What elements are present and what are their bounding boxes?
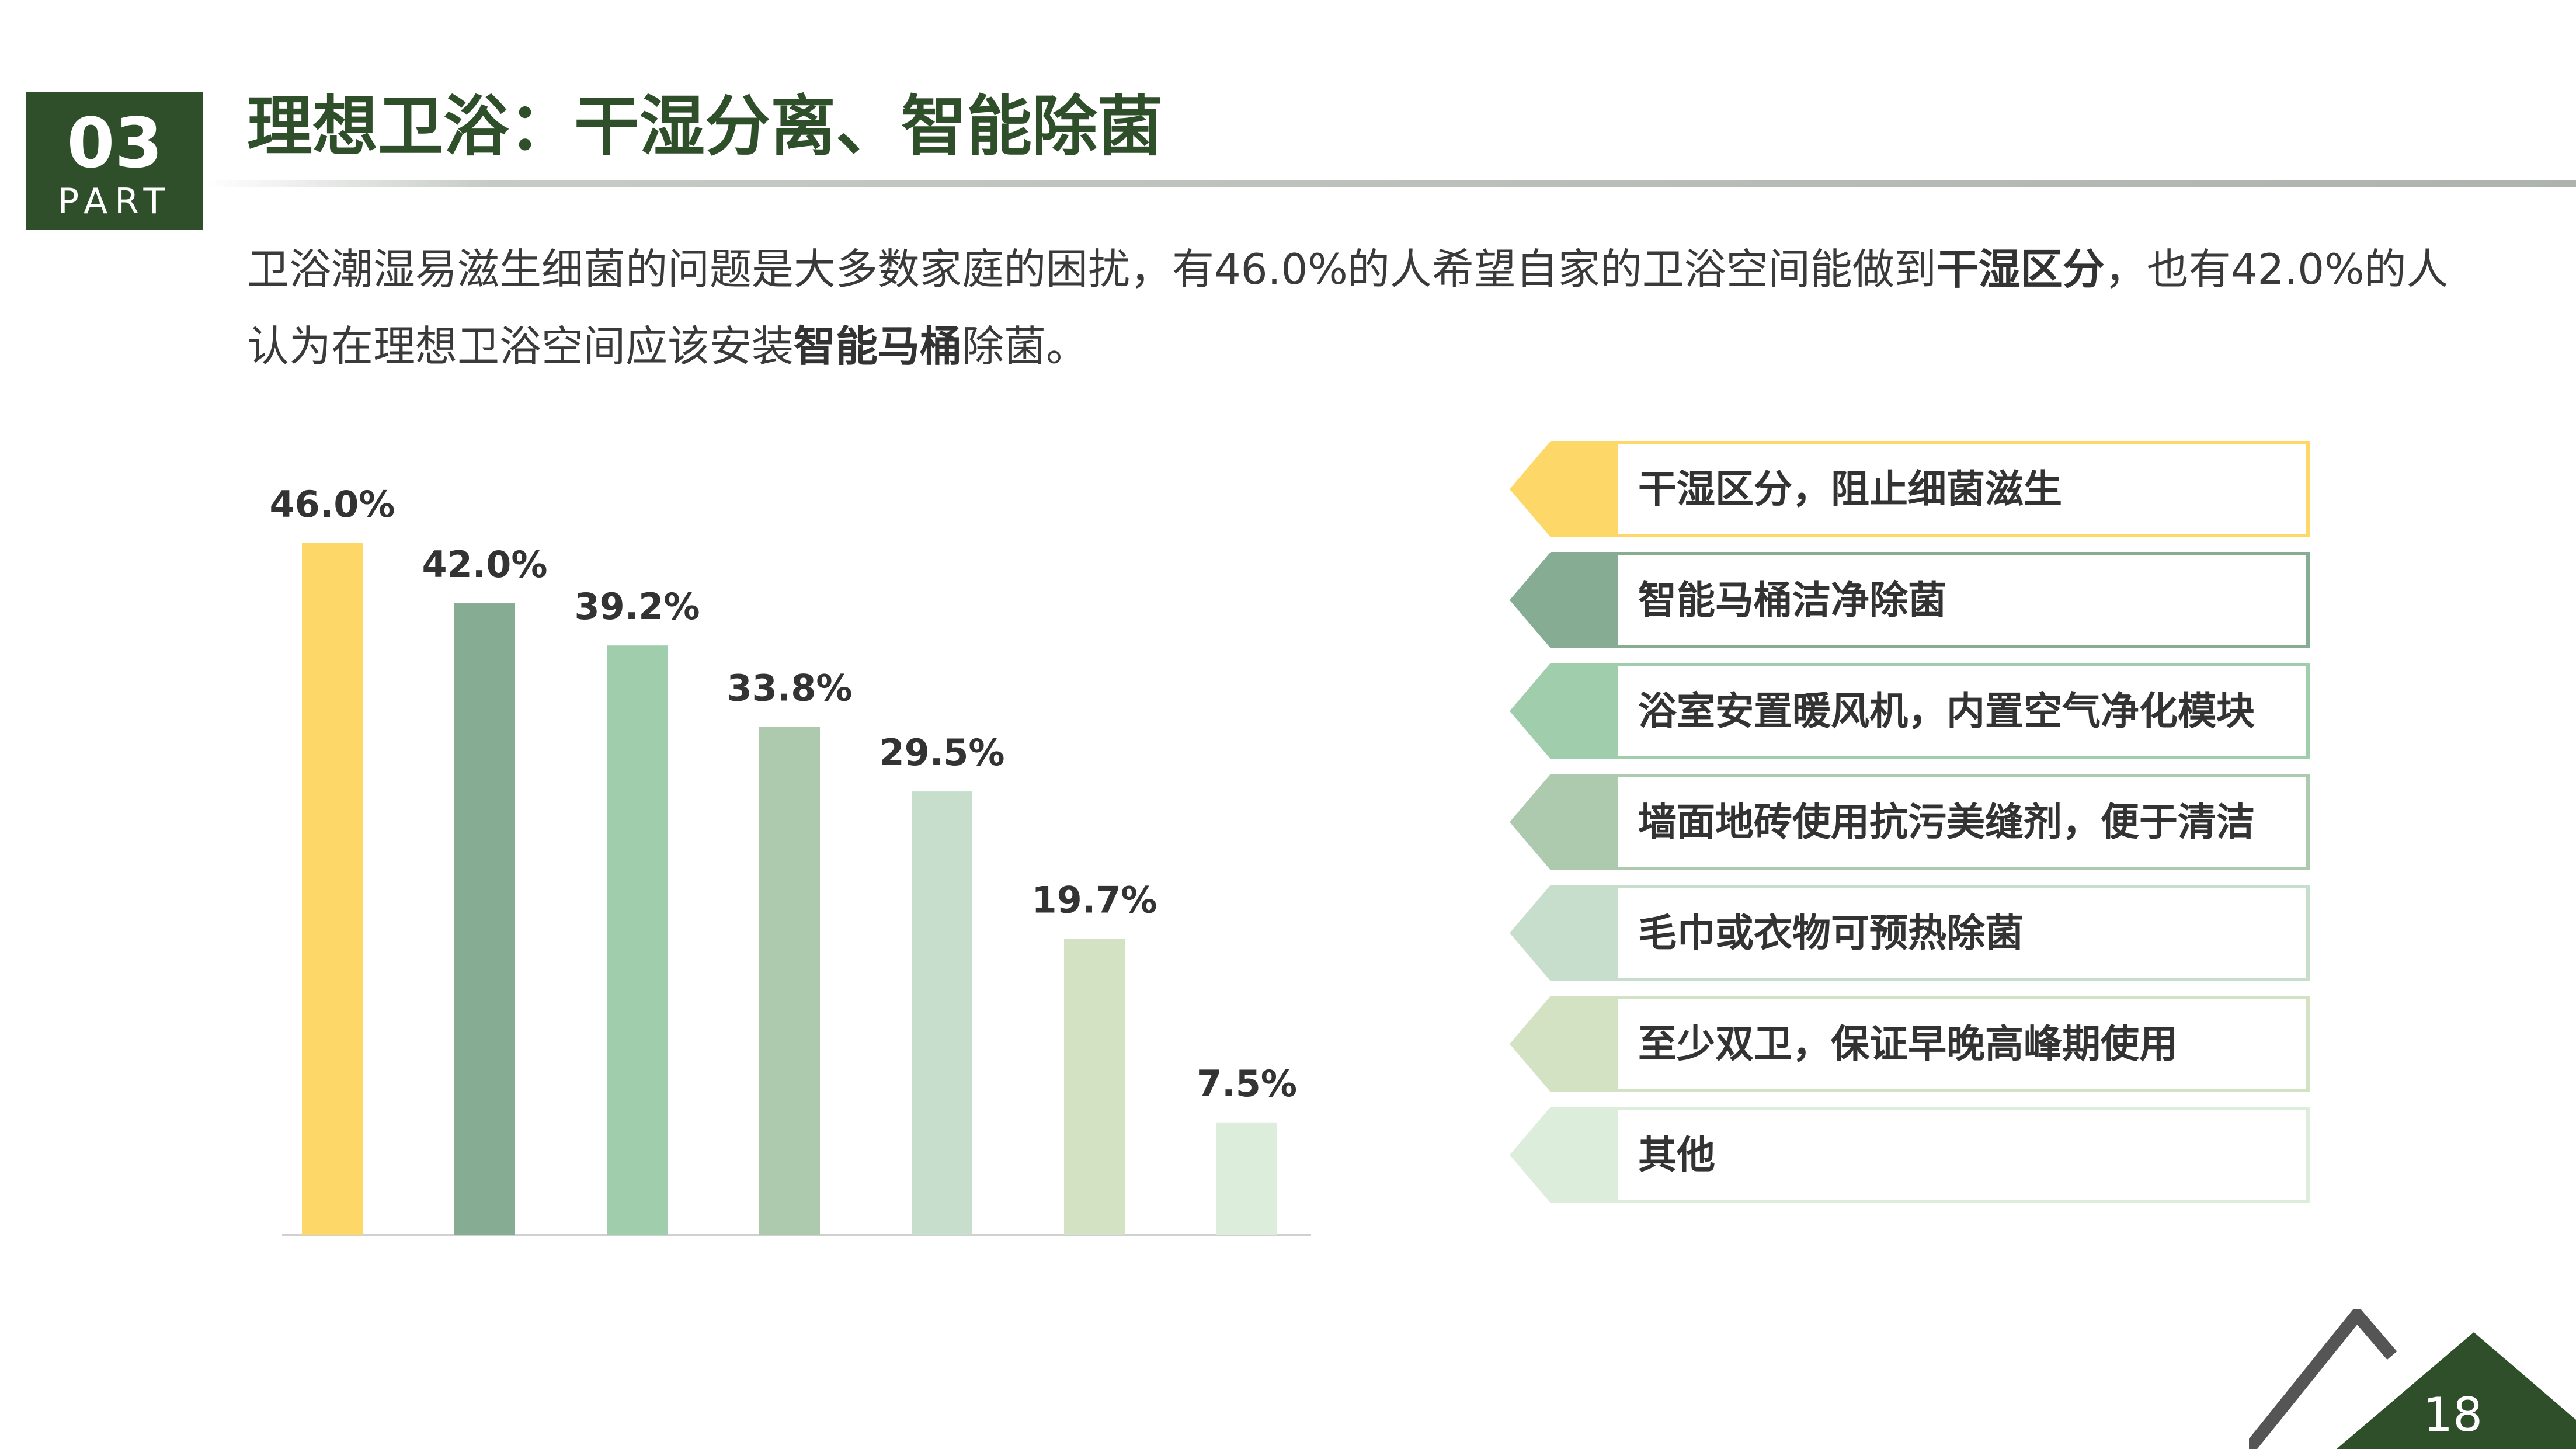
- intro-text-1: 卫浴潮湿易滋生细菌的问题是大多数家庭的困扰，有46.0%的人希望自家的卫浴空间能…: [247, 245, 1937, 294]
- legend-item: 浴室安置暖风机，内置空气净化模块: [1510, 663, 2310, 759]
- legend-box: [1615, 1107, 2310, 1203]
- legend-item: 墙面地砖使用抗污美缝剂，便于清洁: [1510, 774, 2310, 870]
- legend-arrow-marker: [1510, 663, 1618, 759]
- intro-paragraph: 卫浴潮湿易滋生细菌的问题是大多数家庭的困扰，有46.0%的人希望自家的卫浴空间能…: [247, 231, 2466, 385]
- section-badge: 03 PART: [26, 92, 203, 230]
- legend-box: [1615, 663, 2310, 759]
- legend-label: 墙面地砖使用抗污美缝剂，便于清洁: [1638, 800, 2255, 845]
- data-label: 46.0%: [269, 483, 395, 526]
- legend-box: [1615, 996, 2310, 1092]
- intro-text-3: 除菌。: [962, 322, 1089, 371]
- legend-box: [1615, 441, 2310, 537]
- intro-text-2: ，也有42.0%的人认为在理想卫浴空间应该安装: [247, 245, 2449, 371]
- intro-highlight-2: 智能马桶: [794, 322, 962, 371]
- data-label: 42.0%: [422, 543, 547, 586]
- data-label: 29.5%: [879, 731, 1004, 774]
- legend-box: [1615, 552, 2310, 648]
- legend-item: 干湿区分，阻止细菌滋生: [1510, 441, 2310, 537]
- intro-highlight-1: 干湿区分: [1936, 245, 2105, 294]
- legend-item: 其他: [1510, 1107, 2310, 1203]
- legend-label: 其他: [1638, 1132, 1715, 1177]
- chart-legend: 干湿区分，阻止细菌滋生 智能马桶洁净除菌 浴室安置暖风机，内置空气净化模块 墙面…: [1510, 441, 2310, 1218]
- legend-arrow-marker: [1510, 774, 1618, 870]
- data-label: 7.5%: [1197, 1062, 1297, 1105]
- bar: [1064, 939, 1125, 1235]
- corner-filled-triangle: [2337, 1332, 2576, 1449]
- bar: [302, 543, 363, 1235]
- legend-label: 浴室安置暖风机，内置空气净化模块: [1638, 689, 2255, 734]
- legend-label: 至少双卫，保证早晚高峰期使用: [1638, 1021, 2178, 1066]
- page-number: 18: [2423, 1388, 2483, 1442]
- bar: [607, 645, 668, 1235]
- data-label: 33.8%: [726, 666, 852, 709]
- legend-label: 干湿区分，阻止细菌滋生: [1638, 467, 2062, 512]
- legend-box: [1615, 885, 2310, 981]
- corner-decoration: [2249, 1309, 2576, 1449]
- legend-label: 智能马桶洁净除菌: [1638, 578, 1946, 623]
- data-label: 39.2%: [574, 585, 700, 628]
- legend-item: 智能马桶洁净除菌: [1510, 552, 2310, 648]
- legend-item: 毛巾或衣物可预热除菌: [1510, 885, 2310, 981]
- legend-arrow-marker: [1510, 885, 1618, 981]
- bar: [912, 791, 972, 1235]
- bar-chart: 46.0% 42.0% 39.2% 33.8% 29.5% 19.7% 7.5%: [269, 483, 1311, 1236]
- section-number: 03: [67, 103, 163, 183]
- legend-label: 毛巾或衣物可预热除菌: [1638, 911, 2024, 955]
- legend-arrow-marker: [1510, 552, 1618, 648]
- legend-arrow-marker: [1510, 996, 1618, 1092]
- legend-arrow-marker: [1510, 441, 1618, 537]
- title-divider: [204, 180, 2576, 187]
- legend-item: 至少双卫，保证早晚高峰期使用: [1510, 996, 2310, 1092]
- data-label: 19.7%: [1031, 879, 1157, 922]
- bar: [1216, 1122, 1277, 1235]
- legend-arrow-marker: [1510, 1107, 1618, 1203]
- bar: [454, 603, 515, 1235]
- page-title: 理想卫浴：干湿分离、智能除菌: [247, 89, 1163, 165]
- corner-outline-triangle: [2249, 1309, 2397, 1449]
- bar: [759, 727, 820, 1235]
- legend-box: [1615, 774, 2310, 870]
- section-label: PART: [57, 181, 172, 222]
